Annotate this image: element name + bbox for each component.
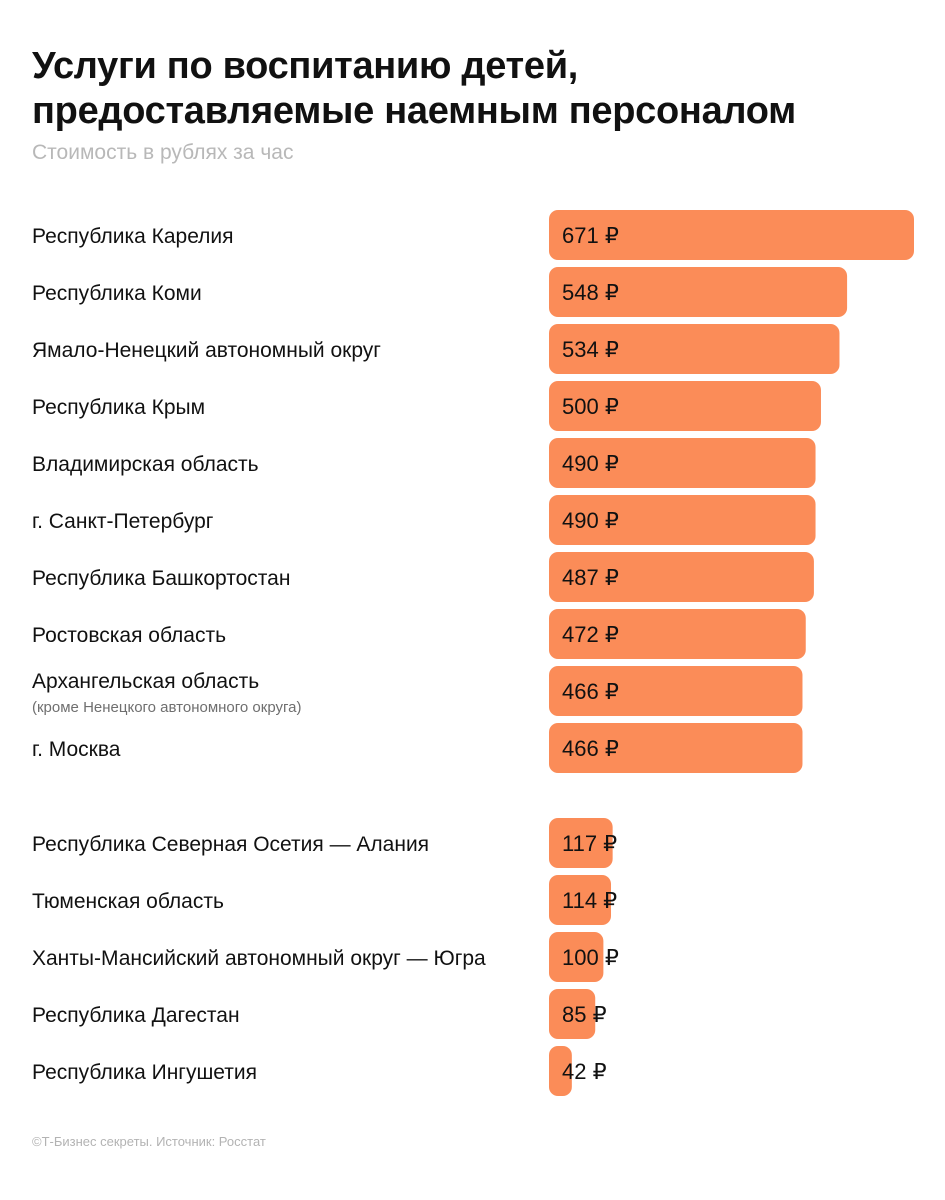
bar-value-label: 500 ₽ <box>562 394 619 419</box>
bar-row: 490 ₽ Владимирская область <box>32 438 816 488</box>
bar-value-label: 466 ₽ <box>562 679 619 704</box>
bar <box>549 324 840 374</box>
bar-value-label: 487 ₽ <box>562 565 619 590</box>
bar-value-label: 534 ₽ <box>562 337 619 362</box>
region-label: Республика Карелия <box>32 225 234 248</box>
bar-value-label: 100 ₽ <box>562 945 619 970</box>
bar <box>549 932 604 982</box>
region-label: Владимирская область <box>32 453 259 476</box>
bar <box>549 818 613 868</box>
bar-row: 472 ₽ Ростовская область <box>32 609 806 659</box>
bar-row: 490 ₽ г. Санкт-Петербург <box>32 495 816 545</box>
bar-row: 466 ₽ Архангельская область (кроме Ненецко… <box>32 666 803 716</box>
bar-row: 117 ₽ Республика Северная Осетия — Алания <box>32 818 617 868</box>
bar <box>549 875 612 925</box>
bar-row: 548 ₽ Республика Коми <box>32 267 848 317</box>
chart-title-line-2: предоставляемые наемным персоналом <box>32 90 796 132</box>
bar-chart: 671 ₽ Республика Карелия 548 ₽ Республика К… <box>32 210 914 1096</box>
bar-row: 85 ₽ Республика Дагестан <box>32 989 607 1039</box>
bar-row: 100 ₽ Ханты-Мансийский автономный округ —… <box>32 932 619 982</box>
bar <box>549 267 848 317</box>
region-label: Республика Дагестан <box>32 1004 240 1027</box>
bar <box>549 381 821 431</box>
bar-row: 114 ₽ Тюменская область <box>32 875 617 925</box>
bar-row: 42 ₽ Республика Ингушетия <box>32 1046 607 1096</box>
bar <box>549 723 803 773</box>
region-note: (кроме Ненецкого автономного округа) <box>32 699 301 716</box>
region-label: Республика Коми <box>32 282 202 305</box>
region-label: Республика Крым <box>32 396 205 419</box>
bar-value-label: 472 ₽ <box>562 622 619 647</box>
bar <box>549 666 803 716</box>
bar-row: 534 ₽ Ямало-Ненецкий автономный округ <box>32 324 840 374</box>
region-label: Республика Северная Осетия — Алания <box>32 833 429 856</box>
bar-value-label: 85 ₽ <box>562 1002 607 1027</box>
bar <box>549 552 814 602</box>
bar-row: 466 ₽ г. Москва <box>32 723 803 773</box>
bar-row: 500 ₽ Республика Крым <box>32 381 821 431</box>
bar-value-label: 671 ₽ <box>562 223 619 248</box>
region-label: Республика Ингушетия <box>32 1061 257 1084</box>
bar <box>549 989 596 1039</box>
chart-title: Услуги по воспитанию детей, предоставляе… <box>32 44 912 134</box>
bar-value-label: 117 ₽ <box>562 831 617 856</box>
region-label: г. Санкт-Петербург <box>32 510 214 533</box>
region-label: Архангельская область <box>32 670 259 693</box>
region-label: Ростовская область <box>32 624 226 647</box>
bar <box>549 1046 572 1096</box>
bar-row: 671 ₽ Республика Карелия <box>32 210 914 260</box>
bar <box>549 495 816 545</box>
region-label: Ханты-Мансийский автономный округ — Югра <box>32 947 486 970</box>
region-label: Тюменская область <box>32 890 224 913</box>
source-footer: ©Т-Бизнес секреты. Источник: Росстат <box>32 1134 266 1149</box>
region-label: Ямало-Ненецкий автономный округ <box>32 339 381 362</box>
bar-value-label: 490 ₽ <box>562 451 619 476</box>
bar-value-label: 490 ₽ <box>562 508 619 533</box>
chart-title-line-1: Услуги по воспитанию детей, <box>32 45 579 87</box>
bar-value-label: 42 ₽ <box>562 1059 607 1084</box>
bar-value-label: 114 ₽ <box>562 888 617 913</box>
bar-value-label: 466 ₽ <box>562 736 619 761</box>
bar <box>549 609 806 659</box>
chart-subtitle: Стоимость в рублях за час <box>32 141 294 164</box>
bar-value-label: 548 ₽ <box>562 280 619 305</box>
region-label: г. Москва <box>32 738 121 761</box>
bar <box>549 438 816 488</box>
region-label: Республика Башкортостан <box>32 567 290 590</box>
bar <box>549 210 914 260</box>
bar-row: 487 ₽ Республика Башкортостан <box>32 552 814 602</box>
